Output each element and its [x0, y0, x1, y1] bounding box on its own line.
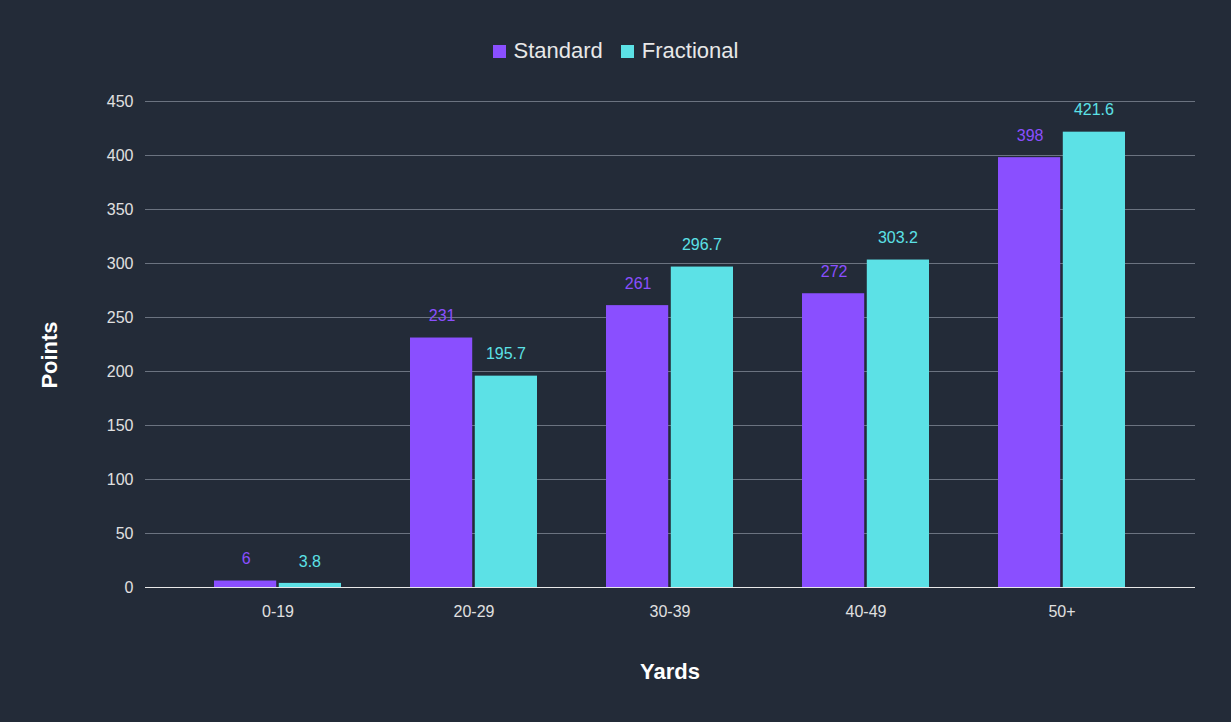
svg-text:0: 0: [125, 579, 134, 596]
svg-text:50: 50: [116, 525, 134, 542]
svg-text:250: 250: [107, 309, 134, 326]
svg-text:50+: 50+: [1048, 603, 1075, 620]
svg-text:231: 231: [429, 307, 456, 324]
svg-text:200: 200: [107, 363, 134, 380]
svg-text:272: 272: [821, 263, 848, 280]
svg-text:0-19: 0-19: [262, 603, 294, 620]
svg-text:303.2: 303.2: [878, 229, 918, 246]
svg-text:421.6: 421.6: [1074, 101, 1114, 118]
html-text:Points: Points: [37, 321, 62, 389]
html-text:Fractional: Fractional: [641, 38, 739, 63]
svg-text:398: 398: [1017, 127, 1044, 144]
svg-text:3.8: 3.8: [299, 553, 321, 570]
svg-text:261: 261: [625, 275, 652, 292]
svg-text:350: 350: [107, 201, 134, 218]
svg-text:30-39: 30-39: [650, 603, 691, 620]
svg-text:195.7: 195.7: [486, 345, 526, 362]
svg-text:40-49: 40-49: [846, 603, 887, 620]
svg-text:450: 450: [107, 93, 134, 110]
svg-text:400: 400: [107, 147, 134, 164]
svg-text:100: 100: [107, 471, 134, 488]
svg-text:150: 150: [107, 417, 134, 434]
html-text:Yards: Yards: [640, 659, 700, 684]
svg-text:300: 300: [107, 255, 134, 272]
svg-text:296.7: 296.7: [682, 236, 722, 253]
html-text:Standard: Standard: [513, 38, 603, 63]
svg-text:6: 6: [242, 550, 251, 567]
svg-text:20-29: 20-29: [454, 603, 495, 620]
